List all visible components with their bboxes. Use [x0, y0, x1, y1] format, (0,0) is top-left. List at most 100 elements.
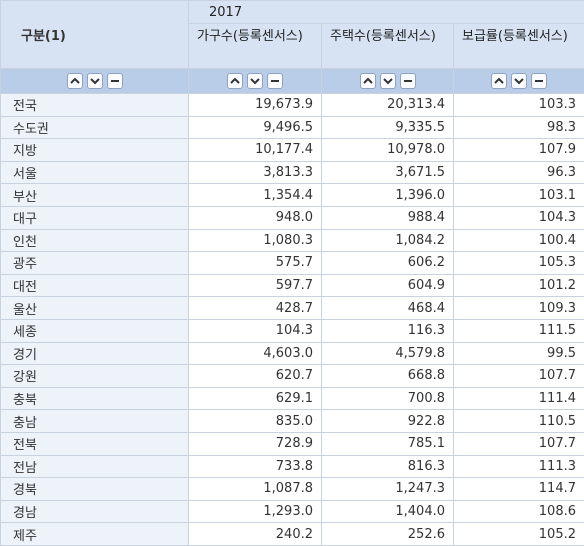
supply-rate-cell: 101.2	[454, 274, 584, 297]
houses-chevron-down-button[interactable]	[380, 73, 396, 89]
region-label: 대전	[1, 274, 189, 297]
households-cell: 728.9	[189, 432, 322, 455]
houses-cell: 116.3	[322, 319, 454, 342]
supply-rate-cell: 107.7	[454, 365, 584, 388]
houses-cell: 604.9	[322, 274, 454, 297]
supply-rate-cell: 108.6	[454, 500, 584, 523]
houses-cell: 816.3	[322, 455, 454, 478]
sort-button-group	[227, 73, 283, 89]
households-cell: 4,603.0	[189, 342, 322, 365]
houses-cell: 700.8	[322, 387, 454, 410]
region-chevron-down-button[interactable]	[87, 73, 103, 89]
supply-rate-chevron-down-button[interactable]	[511, 73, 527, 89]
houses-cell: 785.1	[322, 432, 454, 455]
households-cell: 597.7	[189, 274, 322, 297]
supply-rate-cell: 104.3	[454, 206, 584, 229]
households-cell: 948.0	[189, 206, 322, 229]
region-minus-button[interactable]	[107, 73, 123, 89]
region-label: 전국	[1, 94, 189, 117]
region-label: 전북	[1, 432, 189, 455]
region-label: 세종	[1, 319, 189, 342]
houses-cell: 668.8	[322, 365, 454, 388]
chevron-up-icon	[230, 77, 240, 85]
houses-cell: 922.8	[322, 410, 454, 433]
supply-rate-cell: 96.3	[454, 161, 584, 184]
minus-icon	[270, 77, 280, 85]
households-cell: 629.1	[189, 387, 322, 410]
region-label: 충북	[1, 387, 189, 410]
region-label: 서울	[1, 161, 189, 184]
houses-cell: 606.2	[322, 252, 454, 275]
chevron-up-icon	[494, 77, 504, 85]
households-cell: 1,080.3	[189, 229, 322, 252]
houses-cell: 1,247.3	[322, 478, 454, 501]
sort-button-group	[491, 73, 547, 89]
houses-cell: 1,084.2	[322, 229, 454, 252]
households-chevron-down-button[interactable]	[247, 73, 263, 89]
houses-cell: 4,579.8	[322, 342, 454, 365]
supply-rate-cell: 111.4	[454, 387, 584, 410]
supply-rate-cell: 107.7	[454, 432, 584, 455]
region-label: 전남	[1, 455, 189, 478]
supply-rate-cell: 99.5	[454, 342, 584, 365]
supply-rate-cell: 103.3	[454, 94, 584, 117]
houses-minus-button[interactable]	[400, 73, 416, 89]
column-controls-supply-rate	[454, 69, 584, 94]
region-label: 인천	[1, 229, 189, 252]
region-label: 지방	[1, 139, 189, 162]
supply-rate-cell: 100.4	[454, 229, 584, 252]
year-header: 2017	[189, 1, 584, 24]
region-label: 경기	[1, 342, 189, 365]
houses-cell: 10,978.0	[322, 139, 454, 162]
households-cell: 19,673.9	[189, 94, 322, 117]
supply-rate-cell: 109.3	[454, 297, 584, 320]
houses-cell: 9,335.5	[322, 116, 454, 139]
households-cell: 3,813.3	[189, 161, 322, 184]
region-label: 광주	[1, 252, 189, 275]
houses-chevron-up-button[interactable]	[360, 73, 376, 89]
households-cell: 1,293.0	[189, 500, 322, 523]
chevron-down-icon	[514, 77, 524, 85]
houses-cell: 468.4	[322, 297, 454, 320]
minus-icon	[534, 77, 544, 85]
region-label: 충남	[1, 410, 189, 433]
header-corner-label: 구분(1)	[1, 1, 189, 69]
minus-icon	[403, 77, 413, 85]
houses-cell: 1,404.0	[322, 500, 454, 523]
region-label: 경북	[1, 478, 189, 501]
houses-cell: 20,313.4	[322, 94, 454, 117]
households-chevron-up-button[interactable]	[227, 73, 243, 89]
households-cell: 10,177.4	[189, 139, 322, 162]
houses-cell: 252.6	[322, 523, 454, 546]
column-header-households: 가구수(등록센서스)	[189, 24, 322, 69]
households-minus-button[interactable]	[267, 73, 283, 89]
supply-rate-minus-button[interactable]	[531, 73, 547, 89]
region-label: 수도권	[1, 116, 189, 139]
region-chevron-up-button[interactable]	[67, 73, 83, 89]
households-cell: 9,496.5	[189, 116, 322, 139]
chevron-up-icon	[363, 77, 373, 85]
column-header-supply-rate: 보급률(등록센서스)	[454, 24, 584, 69]
supply-rate-cell: 110.5	[454, 410, 584, 433]
supply-rate-chevron-up-button[interactable]	[491, 73, 507, 89]
supply-rate-cell: 105.3	[454, 252, 584, 275]
supply-rate-cell: 114.7	[454, 478, 584, 501]
households-cell: 733.8	[189, 455, 322, 478]
sort-button-group	[360, 73, 416, 89]
minus-icon	[110, 77, 120, 85]
column-controls-households	[189, 69, 322, 94]
sort-button-group	[67, 73, 123, 89]
